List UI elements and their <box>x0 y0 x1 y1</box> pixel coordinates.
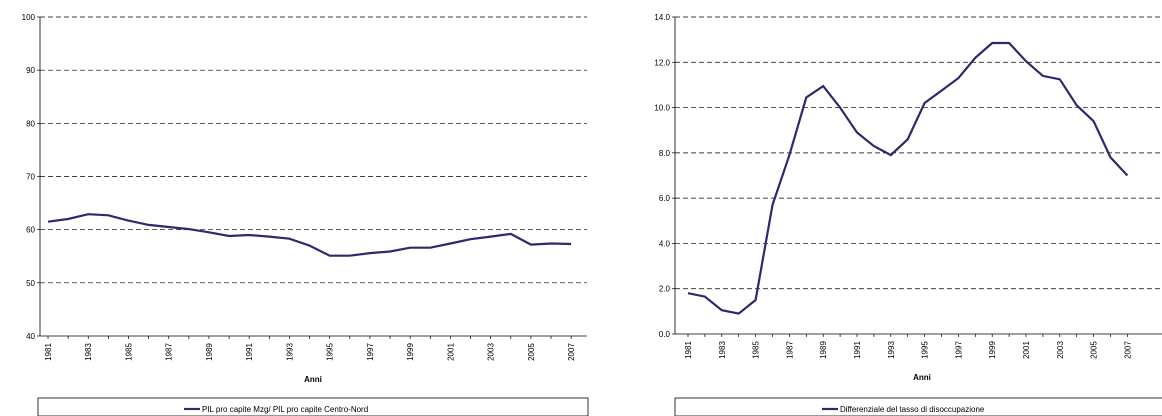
x-tick-label: 1999 <box>406 343 415 361</box>
x-tick-label: 2007 <box>1123 341 1132 359</box>
y-tick-label: 50 <box>26 279 35 288</box>
x-axis-title: Anni <box>304 375 322 384</box>
x-tick-label: 1995 <box>326 343 335 361</box>
x-tick-label: 2005 <box>527 343 536 361</box>
y-tick-label: 14.0 <box>654 13 670 22</box>
series-line-pil <box>47 213 572 257</box>
x-tick-label: 1991 <box>853 341 862 359</box>
x-tick-label: 1993 <box>285 343 294 361</box>
x-tick-label: 1989 <box>205 343 214 361</box>
x-tick-label: 1981 <box>44 343 53 361</box>
x-tick-label: 1999 <box>988 341 997 359</box>
x-tick-label: 2001 <box>1022 341 1031 359</box>
x-tick-label: 1989 <box>819 341 828 359</box>
y-tick-label: 90 <box>26 66 35 75</box>
chart-differenziale-disoccupazione: 0.0 2.0 4.0 6.0 8.0 10.0 12.0 14.0 1981 1983 1985… <box>654 13 1162 416</box>
y-tick-label: 70 <box>26 173 35 182</box>
legend-box <box>37 397 589 416</box>
y-tick-label: 80 <box>26 119 35 128</box>
x-axis-title: Anni <box>913 373 931 382</box>
y-tick-label: 60 <box>26 226 35 235</box>
x-tick-label: 1983 <box>718 341 727 359</box>
y-tick-label: 4.0 <box>659 239 671 248</box>
x-tick-label: 1995 <box>921 341 930 359</box>
y-tick-label: 10.0 <box>654 104 670 113</box>
x-tick-label: 2007 <box>567 343 576 361</box>
y-tick-label: 8.0 <box>659 149 671 158</box>
y-tick-label: 40 <box>26 332 35 341</box>
y-tick-label: 12.0 <box>654 58 670 67</box>
x-tick-label: 2003 <box>1056 341 1065 359</box>
legend-box <box>674 397 1162 416</box>
y-tick-label: 100 <box>22 13 36 22</box>
y-tick-label: 6.0 <box>659 194 671 203</box>
x-tick-label: 2005 <box>1090 341 1099 359</box>
x-tick-label: 2001 <box>446 343 455 361</box>
x-tick-label: 1997 <box>954 341 963 359</box>
x-tick-label: 1985 <box>124 343 133 361</box>
x-tick-label: 2003 <box>487 343 496 361</box>
y-tick-label: 2.0 <box>659 285 671 294</box>
x-tick-label: 1983 <box>84 343 93 361</box>
x-tick-label: 1987 <box>165 343 174 361</box>
y-tick-label: 0.0 <box>659 330 671 339</box>
legend-label: Differenziale del tasso di disoccupazion… <box>840 405 985 414</box>
x-tick-label: 1987 <box>785 341 794 359</box>
x-tick-label: 1981 <box>684 341 693 359</box>
chart-pil-pro-capite: 40 50 60 70 80 90 100 1981 1983 1985 1987 1989 1991… <box>22 13 589 416</box>
legend-label: PIL pro capite Mzg/ PIL pro capite Centr… <box>202 405 368 414</box>
x-tick-label: 1985 <box>752 341 761 359</box>
x-tick-label: 1991 <box>245 343 254 361</box>
x-tick-label: 1993 <box>887 341 896 359</box>
x-tick-label: 1997 <box>366 343 375 361</box>
series-line-disoccupazione <box>687 41 1129 315</box>
